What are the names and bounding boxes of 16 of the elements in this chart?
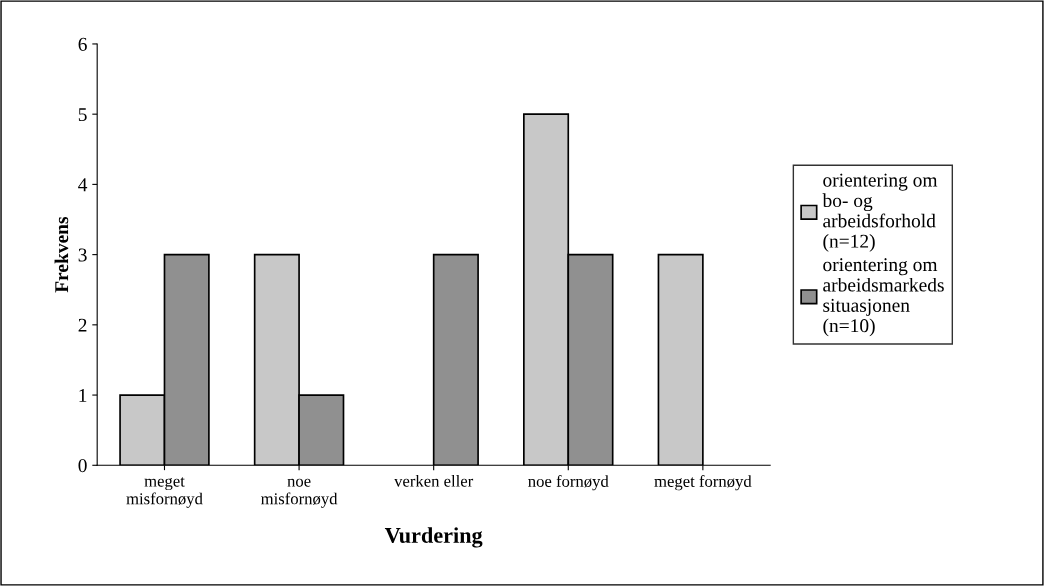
y-tick-label: 3	[78, 248, 87, 262]
y-axis-title: Frekvens	[54, 216, 69, 293]
legend-label: orientering om arbeidsmarkeds situasjonen (n=10)	[823, 258, 944, 337]
x-tick-label: noe misfornøyd	[261, 478, 338, 508]
x-tick-label: meget fornøyd	[654, 475, 752, 491]
y-tick-label: 5	[78, 108, 87, 122]
y-tick-label: 2	[78, 318, 87, 332]
x-axis-title: Vurdering	[384, 527, 483, 548]
y-tick-label: 1	[79, 388, 87, 402]
legend-label: orientering om bo- og arbeidsforhold (n=12)	[822, 173, 938, 252]
x-tick-label: noe fornøyd	[528, 475, 609, 491]
y-tick-label: 0	[78, 459, 87, 473]
y-tick-label: 6	[78, 37, 87, 51]
x-tick-label: verken eller	[394, 475, 474, 487]
y-tick-label: 4	[78, 178, 88, 192]
x-tick-label: meget misfornøyd	[126, 477, 203, 508]
